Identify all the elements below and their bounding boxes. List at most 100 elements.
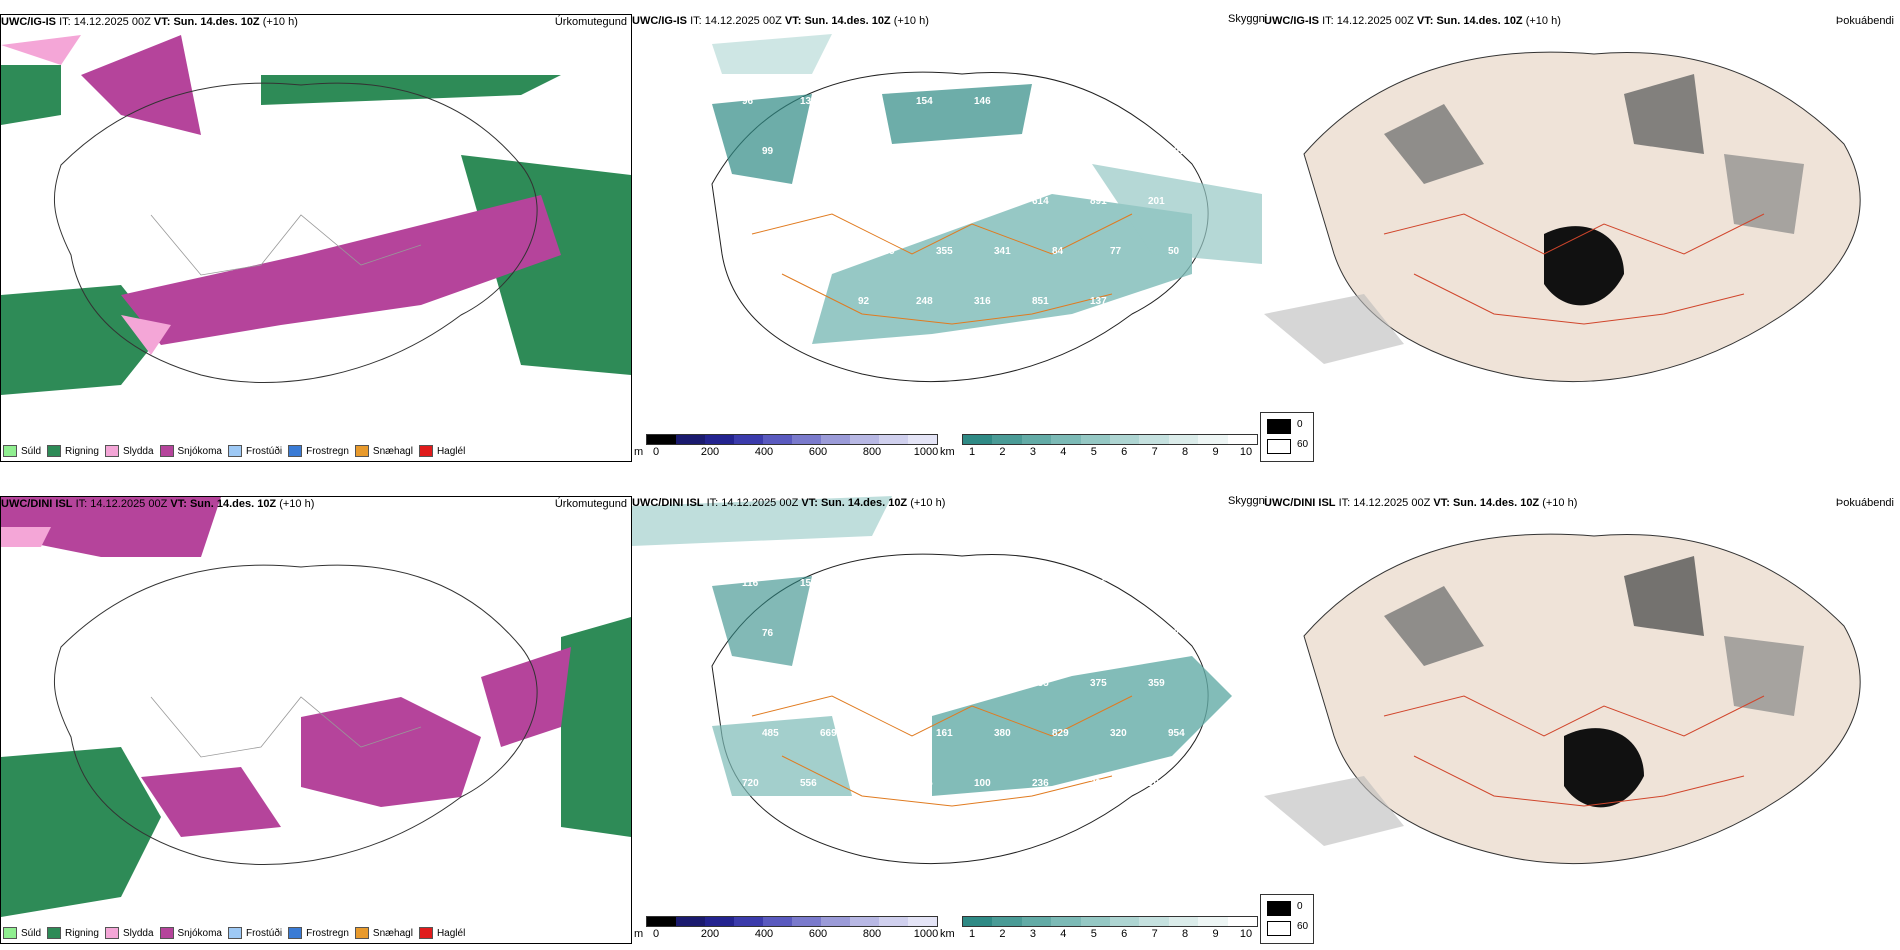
visibility-number: 105 (974, 578, 991, 589)
visibility-number: 77 (1110, 246, 1122, 257)
colorbar-cell (1168, 435, 1199, 444)
visibility-number: 96 (742, 96, 754, 107)
colorbar-cell (1110, 917, 1140, 926)
visibility-number: 149 (820, 146, 837, 157)
precip-legend-item: Snjókoma (159, 927, 222, 939)
visibility-number: 137 (1090, 296, 1107, 307)
legend-label: Slydda (122, 927, 154, 939)
colorbar-cell (676, 917, 705, 926)
precip-legend-item: Snæhagl (354, 445, 413, 457)
colorbar-cell (1051, 435, 1081, 444)
colorbar-cell (647, 435, 676, 444)
visibility-panel-bottom: 116 154 204 141 105 135 136 96 76 85 75 108 109 95 67 7… (632, 495, 1267, 946)
visibility-number: 75 (878, 628, 890, 639)
visibility-number: 954 (1168, 728, 1185, 739)
legend-label: Snæhagl (372, 445, 413, 457)
visibility-number: 607 (1168, 146, 1185, 157)
precip-legend-item: Súld (3, 445, 41, 457)
visibility-number: 762 (858, 778, 875, 789)
visibility-number: 96 (878, 146, 890, 157)
visibility-number: 851 (1032, 296, 1049, 307)
visibility-number: 72 (1090, 96, 1102, 107)
legend-label: Snjókoma (177, 927, 222, 939)
legend-label: Snæhagl (372, 927, 413, 939)
legend-swatch (104, 927, 119, 939)
visibility-number: 720 (742, 778, 759, 789)
legend-swatch (3, 445, 17, 457)
precip-panel-top: UWC/IG-IS IT: 14.12.2025 00Z VT: Sun. 14… (0, 14, 632, 462)
fog-panel-top: UWC/IG-IS IT: 14.12.2025 00Z VT: Sun. 14… (1260, 14, 1900, 462)
colorbar-cell (1110, 435, 1140, 444)
precip-legend-item: Súld (3, 927, 41, 939)
precip-title-bottom: Úrkomutegund (554, 498, 627, 510)
colorbar-tick: 600 (808, 446, 828, 458)
precip-legend-item: Rigning (47, 445, 99, 457)
visibility-number: 630 (858, 196, 875, 207)
visibility-number: 745 (916, 778, 933, 789)
colorbar-tick: 7 (1151, 446, 1158, 458)
legend-label: Rigning (65, 445, 99, 457)
visibility-number: 39 (762, 828, 774, 839)
visibility-header-bottom: UWC/DINI ISL IT: 14.12.2025 00Z VT: Sun.… (632, 497, 946, 509)
colorbar-tick: 1000 (913, 928, 939, 940)
visibility-number: 534 (800, 678, 817, 689)
visibility-number: 201 (1148, 196, 1165, 207)
visibility-map-top: 96 138 192 154 146 72 72 107 99 149 96 136 103 28 38 60… (711, 34, 1262, 382)
visibility-number: 42 (820, 828, 832, 839)
precip-legend-item: Frostregn (288, 445, 349, 457)
colorbar-cell (792, 435, 821, 444)
visibility-number: 138 (800, 96, 817, 107)
legend-label: Frostregn (306, 927, 349, 939)
colorbar-cell (850, 435, 879, 444)
colorbar-cell (1051, 917, 1081, 926)
colorbar-cell (1080, 435, 1111, 444)
legend-swatch (3, 927, 17, 939)
visibility-number: 207 (916, 678, 933, 689)
visibility-number: 154 (916, 96, 933, 107)
legend-swatch (354, 927, 369, 939)
visibility-number: 485 (762, 728, 779, 739)
colorbar-tick: 6 (1121, 446, 1128, 458)
colorbar-cell (908, 917, 937, 926)
legend-swatch (104, 445, 119, 457)
legend-label: Súld (21, 445, 42, 457)
visibility-number: 669 (820, 728, 837, 739)
visibility-number: 614 (1032, 196, 1049, 207)
visibility-header-top: UWC/IG-IS IT: 14.12.2025 00Z VT: Sun. 14… (632, 15, 929, 27)
visibility-number: 368 (742, 196, 759, 207)
colorbar-cell (1227, 917, 1258, 926)
visibility-number: 236 (1032, 778, 1049, 789)
colorbar-tick: 8 (1182, 928, 1189, 940)
visibility-number: 341 (994, 246, 1011, 257)
colorbar-cell (705, 917, 734, 926)
fog-map-bottom (1264, 533, 1861, 864)
precip-legend-bottom: Súld Rigning Slydda Snjókoma Frostúði Frostre… (3, 925, 465, 941)
visibility-colorbar-bottom: km 1 2 3 4 5 6 7 8 9 10 (940, 916, 1258, 946)
visibility-number: 161 (936, 728, 953, 739)
fog-header-bottom: UWC/DINI ISL IT: 14.12.2025 00Z VT: Sun.… (1264, 497, 1578, 509)
legend-label: Frostregn (306, 445, 349, 457)
colorbar-tick: 0 (652, 446, 660, 458)
visibility-number: 380 (994, 728, 1011, 739)
precip-header-top: UWC/IG-IS IT: 14.12.2025 00Z VT: Sun. 14… (1, 16, 298, 28)
precip-legend-item: Slydda (104, 927, 154, 939)
visibility-number: 38 (1110, 146, 1122, 157)
visibility-number: 154 (800, 578, 817, 589)
visibility-number: 72 (1032, 96, 1044, 107)
visibility-number: 359 (1148, 678, 1165, 689)
legend-swatch (354, 445, 369, 457)
visibility-number: 96 (1148, 578, 1160, 589)
legend-swatch (159, 445, 174, 457)
colorbar-cell (963, 917, 993, 926)
visibility-number: 646 (762, 246, 779, 257)
visibility-number: 347 (820, 246, 837, 257)
colorbar-cell (963, 435, 993, 444)
visibility-number: 141 (916, 578, 933, 589)
colorbar-cell (850, 917, 879, 926)
colorbar-cell (821, 435, 850, 444)
colorbar-cell (992, 917, 1022, 926)
visibility-number: 116 (742, 578, 759, 589)
fog-map-top (1264, 51, 1861, 382)
visibility-number: 208 (878, 728, 895, 739)
visibility-number: 100 (974, 778, 991, 789)
